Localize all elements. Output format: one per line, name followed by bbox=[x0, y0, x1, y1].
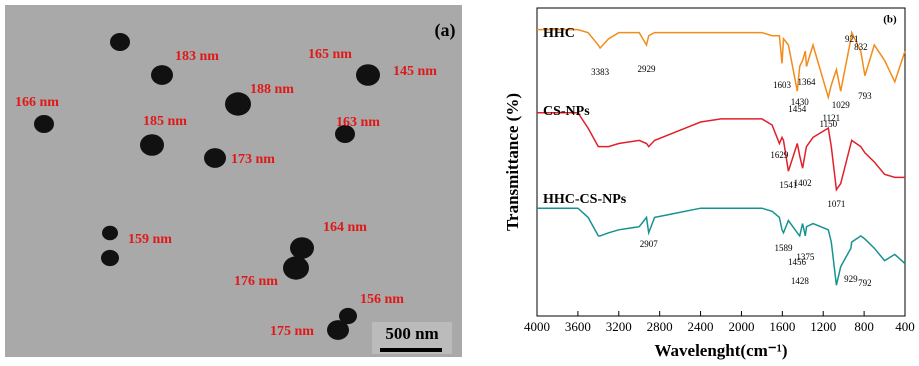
particle bbox=[356, 64, 380, 86]
spectrum-line bbox=[537, 207, 906, 286]
peak-label: 1121 bbox=[822, 113, 840, 123]
size-label: 176 nm bbox=[234, 274, 278, 289]
particle bbox=[102, 225, 118, 241]
peak-label: 1541 bbox=[779, 180, 797, 190]
x-tick-label: 800 bbox=[854, 319, 874, 334]
particle bbox=[290, 237, 314, 259]
particle bbox=[34, 115, 54, 133]
particle bbox=[204, 148, 226, 168]
series-label: HHC-CS-NPs bbox=[543, 192, 627, 207]
x-tick-label: 1200 bbox=[810, 319, 836, 334]
peak-label: 2929 bbox=[637, 64, 656, 74]
size-label: 145 nm bbox=[393, 64, 437, 79]
particle bbox=[339, 307, 357, 325]
peak-label: 1029 bbox=[832, 100, 851, 110]
particle bbox=[101, 249, 119, 267]
peak-label: 921 bbox=[845, 34, 859, 44]
series-label: HHC bbox=[543, 26, 575, 41]
peak-label: 1430 bbox=[791, 97, 810, 107]
peak-label: 1589 bbox=[774, 243, 793, 253]
x-tick-label: 2400 bbox=[688, 319, 714, 334]
x-tick-label: 3600 bbox=[565, 319, 591, 334]
particle bbox=[335, 125, 355, 143]
x-axis-label: Wavelenght(cm⁻¹) bbox=[654, 341, 787, 360]
peak-label: 1629 bbox=[770, 150, 789, 160]
particle bbox=[225, 92, 251, 116]
x-tick-label: 2000 bbox=[728, 319, 754, 334]
peak-label: 929 bbox=[844, 274, 858, 284]
particle bbox=[327, 320, 349, 340]
peak-label: 3383 bbox=[591, 67, 610, 77]
peak-label: 1454 bbox=[788, 104, 807, 114]
tem-image bbox=[5, 5, 462, 357]
peak-label: 832 bbox=[854, 42, 868, 52]
peak-label: 2907 bbox=[640, 239, 659, 249]
x-tick-label: 400 bbox=[895, 319, 915, 334]
peak-label: 1603 bbox=[773, 80, 792, 90]
particle bbox=[151, 65, 173, 85]
size-label: 164 nm bbox=[323, 220, 367, 235]
size-label: 166 nm bbox=[15, 95, 59, 110]
y-axis-label: Transmittance (%) bbox=[503, 93, 522, 231]
peak-label: 1428 bbox=[791, 276, 810, 286]
panel-label: (b) bbox=[883, 14, 897, 26]
size-label: 163 nm bbox=[336, 115, 380, 130]
size-label: 188 nm bbox=[250, 82, 294, 97]
peak-label: 1375 bbox=[796, 252, 815, 262]
x-tick-label: 4000 bbox=[524, 319, 550, 334]
size-label: 173 nm bbox=[231, 152, 275, 167]
peak-label: 1364 bbox=[797, 77, 816, 87]
size-label: 165 nm bbox=[308, 47, 352, 62]
panel-label: (a) bbox=[435, 20, 456, 41]
peak-label: 792 bbox=[858, 278, 872, 288]
peak-label: 793 bbox=[858, 91, 872, 101]
size-label: 175 nm bbox=[270, 324, 314, 339]
particle bbox=[283, 256, 309, 280]
scale-bar-label: 500 nm bbox=[385, 324, 438, 343]
size-label: 183 nm bbox=[175, 49, 219, 64]
x-tick-label: 1600 bbox=[769, 319, 795, 334]
size-label: 159 nm bbox=[128, 232, 172, 247]
spectrum-line bbox=[537, 111, 905, 192]
particle bbox=[110, 33, 130, 51]
x-tick-label: 3200 bbox=[606, 319, 632, 334]
peak-label: 1071 bbox=[827, 199, 845, 209]
peak-label: 1150 bbox=[819, 119, 837, 129]
size-label: 185 nm bbox=[143, 114, 187, 129]
peak-label: 1456 bbox=[788, 257, 807, 267]
size-label: 156 nm bbox=[360, 292, 404, 307]
x-tick-label: 2800 bbox=[647, 319, 673, 334]
plot-frame bbox=[536, 7, 906, 317]
peak-label: 1402 bbox=[794, 178, 812, 188]
spectrum-line bbox=[537, 28, 906, 101]
series-label: CS-NPs bbox=[543, 104, 590, 119]
particle bbox=[140, 134, 164, 156]
